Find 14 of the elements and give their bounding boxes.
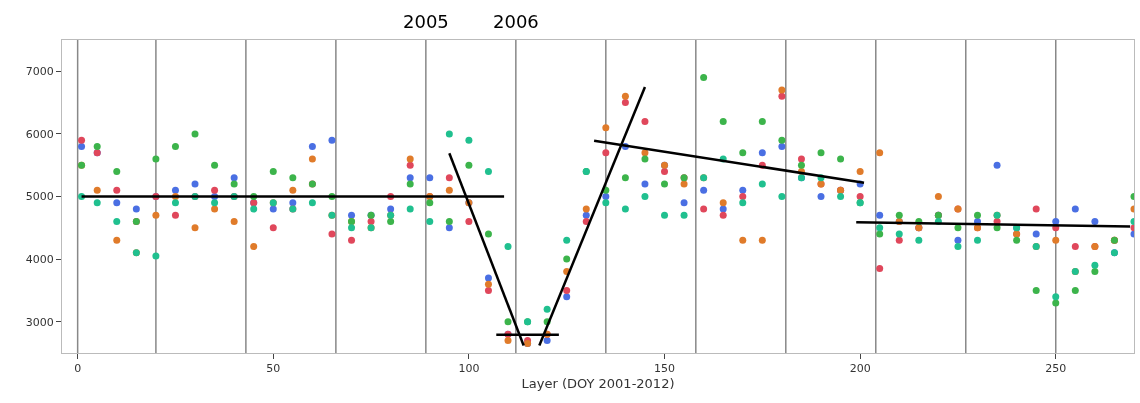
y-tick-label: 4000	[25, 252, 54, 266]
x-tick-label: 200	[849, 362, 871, 376]
annotation: 2006	[493, 11, 539, 32]
x-tick-label: 50	[266, 362, 281, 376]
y-tick-label: 3000	[25, 315, 54, 329]
x-tick-label: 250	[1045, 362, 1067, 376]
y-tick-label: 7000	[25, 65, 54, 79]
y-tick-label: 5000	[25, 190, 54, 204]
annotation: 2005	[403, 11, 449, 32]
y-tick-label: 6000	[25, 127, 54, 141]
x-tick-label: 150	[654, 362, 676, 376]
x-tick-label: 100	[458, 362, 480, 376]
x-axis-title: Layer (DOY 2001-2012)	[521, 375, 675, 391]
x-tick-label: 0	[74, 362, 82, 376]
